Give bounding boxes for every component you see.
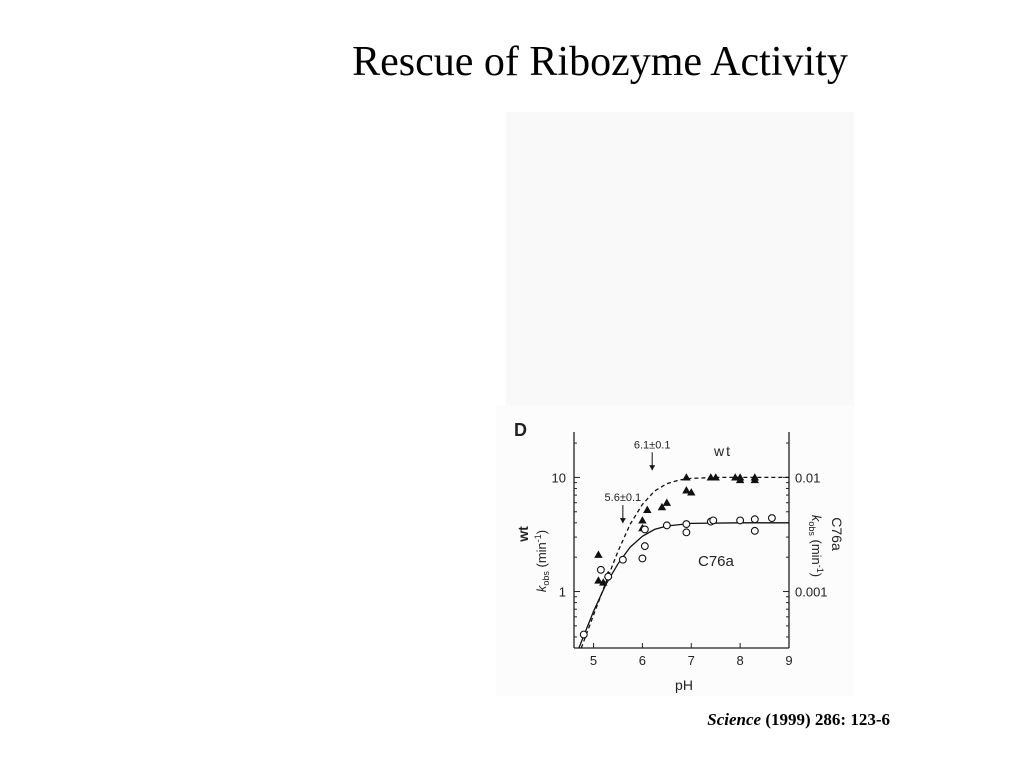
data-point-wt [662, 498, 672, 506]
data-point-c76a [750, 515, 759, 524]
y-right-tick-label: 0.01 [795, 470, 820, 485]
y-right-tick-label: 0.001 [795, 585, 828, 600]
x-tick-label: 5 [590, 653, 597, 668]
panel-label: D [514, 420, 527, 440]
annotation-label: 5.6±0.1 [605, 492, 642, 504]
citation-details: (1999) 286: 123-6 [765, 710, 890, 729]
data-point-c76a [750, 526, 759, 535]
data-point-wt [657, 502, 667, 511]
data-point-c76a [767, 514, 776, 523]
x-tick-label: 9 [785, 653, 792, 668]
data-point-wt [687, 488, 696, 496]
data-point-c76a [604, 572, 613, 581]
x-axis-ticks: 5 6 7 8 9 [590, 643, 793, 668]
annotation-arrowhead [619, 518, 626, 524]
y-left-axis-label: kobs (min-1) [533, 530, 551, 592]
annotations: 6.1±0.1 5.6±0.1 [605, 439, 671, 524]
ph-activity-chart: D 5 6 7 8 9 1 10 0.001 0.01 6.1±0.1 5.6±0.1 pH k… [514, 420, 845, 693]
y-left-tick-label: 10 [552, 470, 566, 485]
data-point-c76a [640, 525, 649, 534]
data-point-wt [682, 486, 691, 494]
data-point-c76a [618, 555, 627, 564]
blank-image-area [506, 112, 854, 406]
y-left-axis-series-label: wt [515, 526, 531, 543]
series-label-c76a: C76a [698, 553, 735, 570]
data-point-wt [750, 475, 759, 484]
plot-area [573, 432, 790, 649]
annotation-arrowhead [649, 465, 656, 471]
y-axis-ticks: 1 10 0.001 0.01 [552, 442, 828, 638]
x-axis-label: pH [675, 677, 693, 693]
y-right-axis-label: kobs (min-1) [807, 515, 825, 577]
series-label-wt: wt [713, 443, 732, 459]
data-point-c76a [682, 528, 691, 537]
data-point-c76a [709, 516, 718, 525]
x-tick-label: 8 [737, 653, 744, 668]
data-point-c76a [682, 520, 691, 529]
data-point-wt [594, 550, 603, 558]
data-point-c76a [638, 554, 647, 563]
data-point-wt [711, 473, 720, 481]
data-point-wt [682, 473, 691, 481]
data-point-c76a [736, 516, 745, 525]
x-tick-label: 7 [688, 653, 695, 668]
x-tick-label: 6 [639, 653, 646, 668]
figure-panel: D 5 6 7 8 9 1 10 0.001 0.01 6.1±0.1 5.6±0.1 pH k… [496, 406, 854, 696]
fit-curve-c76a [578, 522, 789, 649]
citation: Science (1999) 286: 123-6 [0, 710, 890, 730]
data-point-wt [599, 578, 608, 586]
data-point-wt [643, 505, 652, 513]
data-points [579, 473, 776, 639]
data-point-c76a [662, 521, 671, 530]
data-point-c76a [596, 565, 605, 574]
data-point-wt [735, 473, 745, 481]
y-left-tick-label: 1 [559, 585, 566, 600]
slide-title: Rescue of Ribozyme Activity [352, 39, 848, 85]
citation-journal: Science [707, 710, 762, 729]
data-point-c76a [579, 630, 588, 639]
data-point-wt [594, 576, 603, 584]
data-point-c76a [640, 542, 649, 551]
data-point-wt [638, 516, 647, 524]
y-right-axis-series-label: C76a [829, 517, 845, 551]
annotation-label: 6.1±0.1 [634, 439, 671, 451]
